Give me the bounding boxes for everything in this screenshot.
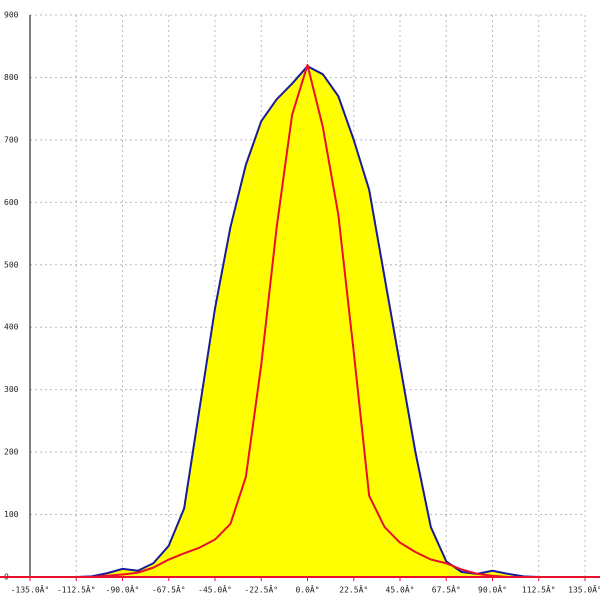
y-tick-label: 900 [4, 11, 19, 20]
x-tick-label: 90.0Â° [478, 584, 507, 595]
y-tick-label: 700 [4, 135, 19, 144]
x-tick-label: -135.0Â° [11, 584, 50, 595]
x-tick-label: -112.5Â° [57, 584, 96, 595]
y-tick-label: 200 [4, 448, 19, 457]
x-tick-label: 45.0Â° [386, 584, 415, 595]
x-tick-label: 0.0Â° [295, 584, 319, 595]
x-tick-label: -67.5Â° [152, 584, 186, 595]
x-tick-label: 22.5Â° [339, 584, 368, 595]
x-tick-label: -90.0Â° [106, 584, 140, 595]
area-fill [30, 66, 585, 578]
x-tick-label: -45.0Â° [198, 584, 232, 595]
x-tick-label: -22.5Â° [244, 584, 278, 595]
x-tick-label: 67.5Â° [432, 584, 461, 595]
y-tick-label: 600 [4, 198, 19, 207]
y-tick-label: 800 [4, 73, 19, 82]
y-tick-label: 500 [4, 260, 19, 269]
y-tick-label: 400 [4, 323, 19, 332]
series-line [30, 63, 585, 578]
x-tick-label: 112.5Â° [522, 584, 556, 595]
y-tick-label: 300 [4, 385, 19, 394]
y-tick-label: 100 [4, 510, 19, 519]
x-tick-label: 135.0Â° [568, 584, 600, 595]
